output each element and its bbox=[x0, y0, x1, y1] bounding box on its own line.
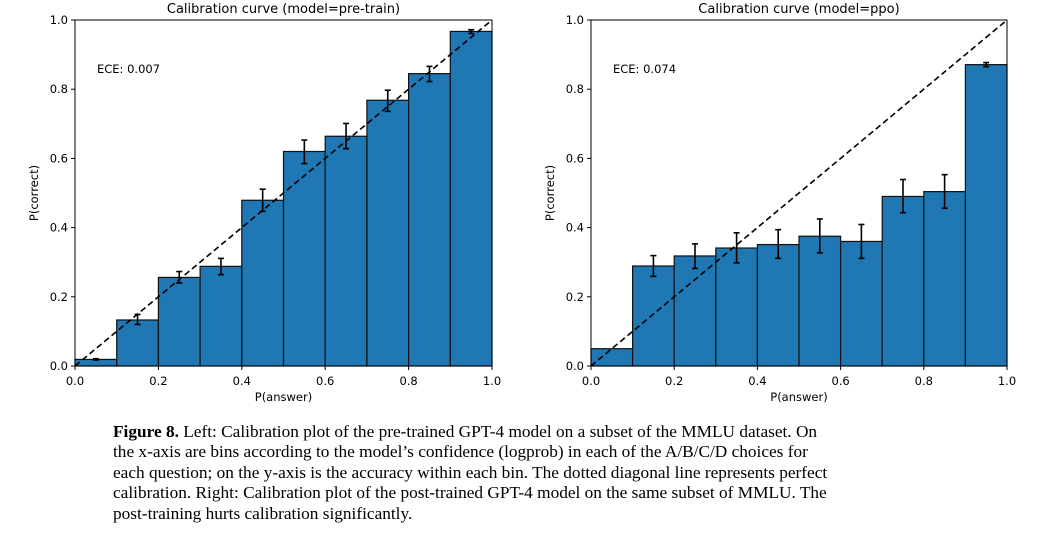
chart-title: Calibration curve (model=ppo) bbox=[698, 2, 899, 17]
error-bar bbox=[692, 243, 698, 270]
bar bbox=[590, 348, 634, 367]
axes-frame bbox=[74, 19, 493, 367]
bar bbox=[839, 240, 883, 367]
y-tick-label: 0.2 bbox=[566, 290, 584, 304]
x-tick-label: 0.4 bbox=[233, 374, 251, 388]
bar bbox=[964, 64, 1008, 367]
y-tick-label: 0.2 bbox=[50, 290, 68, 304]
perfect-calibration-line bbox=[74, 19, 493, 367]
x-tick-label: 0.6 bbox=[316, 374, 334, 388]
bar bbox=[798, 235, 842, 367]
bar bbox=[449, 30, 493, 367]
x-tick-label: 0.6 bbox=[831, 374, 849, 388]
y-axis-label: P(correct) bbox=[27, 165, 41, 221]
caption-line-1: Figure 8. Left: Calibration plot of the … bbox=[113, 422, 818, 441]
bar bbox=[408, 73, 451, 367]
error-bar bbox=[941, 173, 948, 210]
error-bar bbox=[650, 254, 657, 278]
bar bbox=[756, 243, 800, 367]
caption-line-2: the x-axis are bins according to the mod… bbox=[113, 442, 808, 462]
x-axis-label: P(answer) bbox=[770, 390, 827, 404]
bar bbox=[673, 255, 717, 367]
error-bar bbox=[384, 89, 391, 113]
chart-panel-right: 0.0 0.2 0.4 0.6 0.8 1.0 0.0 0.2 0.4 0.6 0.8 1.0 Cali… bbox=[543, 2, 1016, 404]
error-bar bbox=[858, 223, 865, 260]
bar bbox=[715, 247, 758, 367]
bar bbox=[282, 150, 326, 367]
chart-title: Calibration curve (model=pre-train) bbox=[167, 2, 400, 17]
error-bar bbox=[816, 218, 823, 254]
y-tick-label: 0.4 bbox=[566, 221, 584, 235]
caption-line-4: calibration. Right: Calibration plot of … bbox=[113, 483, 827, 503]
x-tick-label: 0.4 bbox=[748, 374, 766, 388]
error-bar bbox=[343, 122, 350, 150]
ece-annotation: ECE: 0.074 bbox=[613, 62, 676, 76]
bar bbox=[324, 135, 368, 367]
x-tick-label: 0.0 bbox=[582, 374, 600, 388]
bar bbox=[923, 191, 966, 367]
perfect-calibration-line bbox=[590, 19, 1008, 367]
error-bar bbox=[217, 257, 224, 276]
figure: 0.0 0.2 0.4 0.6 0.8 1.0 0.0 0.2 0.4 0.6 0.8 1.0 Cali… bbox=[27, 2, 1016, 404]
y-tick-label: 0.8 bbox=[566, 82, 584, 96]
error-bar bbox=[775, 228, 782, 260]
y-tick-label: 0.0 bbox=[50, 359, 68, 373]
x-tick-label: 0.8 bbox=[399, 374, 417, 388]
caption-line-3: each question; on the y-axis is the accu… bbox=[113, 462, 828, 482]
error-bar bbox=[92, 357, 99, 361]
x-tick-label: 0.2 bbox=[149, 374, 167, 388]
caption-line-5: post-training hurts calibration signific… bbox=[113, 503, 413, 523]
x-tick-label: 0.0 bbox=[66, 374, 84, 388]
error-bar bbox=[301, 139, 308, 165]
axes-frame bbox=[590, 19, 1008, 367]
ece-annotation: ECE: 0.007 bbox=[97, 62, 160, 76]
error-bar bbox=[900, 178, 906, 214]
error-bar bbox=[426, 65, 433, 83]
y-tick-label: 0.4 bbox=[50, 221, 68, 235]
y-tick-label: 1.0 bbox=[50, 13, 68, 27]
x-tick-label: 1.0 bbox=[998, 374, 1016, 388]
error-bar bbox=[983, 61, 990, 68]
error-bar bbox=[733, 231, 740, 264]
y-tick-label: 1.0 bbox=[566, 13, 584, 27]
y-tick-label: 0.6 bbox=[566, 151, 584, 165]
caption-label: Figure 8. bbox=[113, 422, 179, 441]
x-tick-label: 1.0 bbox=[483, 374, 501, 388]
bar bbox=[241, 199, 285, 367]
x-tick-label: 0.8 bbox=[915, 374, 933, 388]
y-tick-label: 0.0 bbox=[566, 359, 584, 373]
y-tick-label: 0.8 bbox=[50, 82, 68, 96]
y-tick-label: 0.6 bbox=[50, 151, 68, 165]
x-tick-label: 0.2 bbox=[665, 374, 683, 388]
x-axis-label: P(answer) bbox=[255, 390, 312, 404]
bar bbox=[199, 265, 243, 367]
error-bar bbox=[468, 28, 475, 35]
chart-panel-left: 0.0 0.2 0.4 0.6 0.8 1.0 0.0 0.2 0.4 0.6 0.8 1.0 Cali… bbox=[27, 2, 501, 404]
bar bbox=[631, 265, 675, 367]
bar bbox=[366, 99, 410, 367]
error-bar bbox=[176, 270, 183, 284]
bar bbox=[881, 195, 925, 367]
y-axis-label: P(correct) bbox=[543, 165, 557, 221]
figure-caption: Figure 8. Left: Calibration plot of the … bbox=[113, 422, 973, 524]
